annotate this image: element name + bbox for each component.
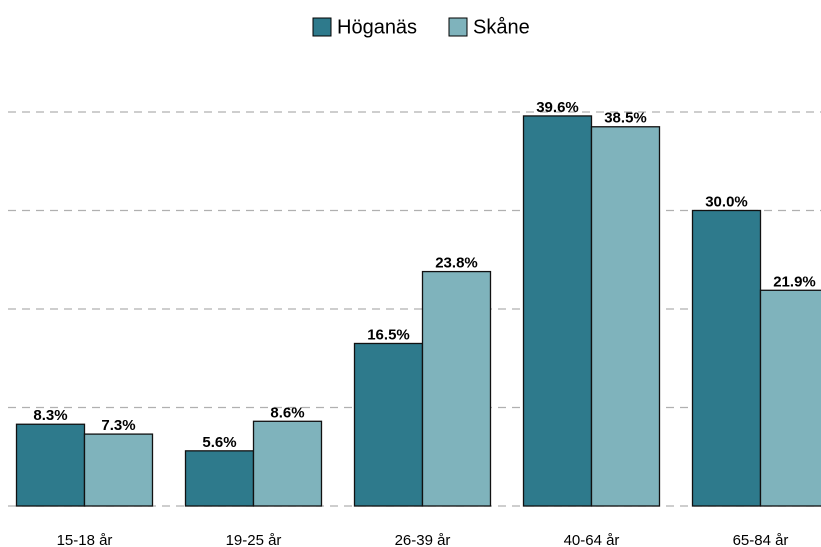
value-label: 8.3%: [33, 407, 67, 424]
value-label: 30.0%: [705, 193, 748, 210]
x-tick-label: 15-18 år: [57, 532, 113, 547]
legend-label: Skåne: [473, 16, 530, 38]
legend-swatch: [312, 17, 332, 37]
bar: [522, 115, 593, 507]
x-tick-label: 65-84 år: [733, 532, 789, 547]
value-label: 7.3%: [101, 417, 135, 434]
bar: [15, 423, 86, 507]
bar: [759, 289, 821, 507]
x-tick-label: 40-64 år: [564, 532, 620, 547]
value-label: 16.5%: [367, 326, 410, 343]
value-label: 39.6%: [536, 99, 579, 116]
value-label: 38.5%: [604, 110, 647, 127]
bar: [691, 209, 762, 507]
x-tick-label: 26-39 år: [395, 532, 451, 547]
bar: [353, 342, 424, 507]
bar: [184, 450, 255, 507]
legend-swatch: [448, 17, 468, 37]
value-label: 23.8%: [435, 255, 478, 272]
bar: [252, 420, 323, 507]
value-label: 21.9%: [773, 273, 816, 290]
legend-label: Höganäs: [337, 16, 417, 38]
bar: [83, 433, 154, 507]
bar: [421, 270, 492, 507]
bar: [590, 126, 661, 507]
value-label: 5.6%: [202, 434, 236, 451]
x-tick-label: 19-25 år: [226, 532, 282, 547]
value-label: 8.6%: [270, 404, 304, 421]
